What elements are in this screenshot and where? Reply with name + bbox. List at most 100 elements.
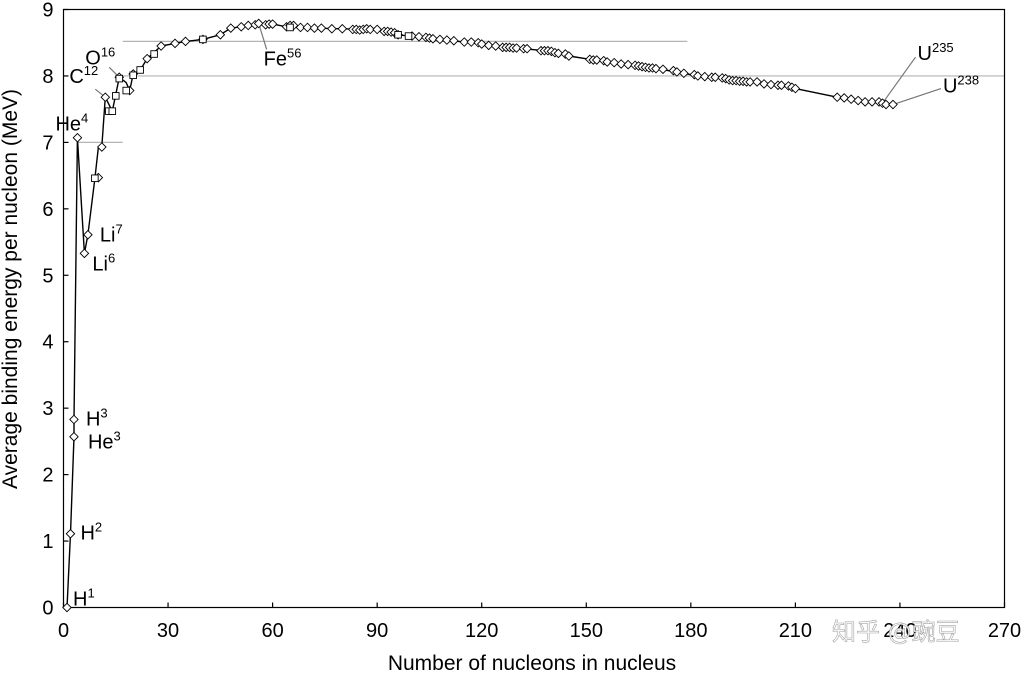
isotope-label-u235: U235 [918,40,954,65]
diamond-point [267,19,278,29]
x-axis-ticks: 0 30 60 90 120 150 180 210 240 270 [58,602,1021,642]
diamond-point [511,43,522,53]
isotope-symbol: H [73,589,87,611]
x-tick-label: 240 [883,620,916,642]
leader-line-u235 [882,56,917,104]
diamond-point [710,72,721,83]
isotope-mass-number: 12 [84,63,98,78]
isotope-label-h1: H1 [73,586,95,611]
diamond-point [327,23,337,34]
isotope-label-li6: Li6 [92,250,115,275]
diamond-point [860,97,870,107]
isotope-mass-number: 1 [87,586,94,601]
square-point [115,74,124,83]
diamond-point [483,40,494,51]
y-tick-label: 8 [42,66,53,88]
y-axis-ticks: 0 1 2 3 4 5 6 7 8 9 [42,0,69,620]
diamond-point [466,37,477,47]
diamond-point [69,414,79,425]
diamond-point [243,20,254,31]
isotope-mass-number: 56 [287,45,301,60]
square-point [404,32,413,40]
square-point [199,35,207,44]
isotope-symbol: He [55,114,81,136]
x-tick-label: 30 [157,620,179,642]
isotope-symbol: U [918,43,932,65]
diamond-point [414,31,424,42]
diamond-point [623,59,633,70]
diamond-point [62,602,72,613]
binding-energy-curve [66,22,894,608]
diamond-point [435,34,445,45]
isotope-symbol: C [69,66,83,88]
diamond-point [522,43,532,54]
isotope-mass-number: 3 [100,405,107,420]
diamond-point [309,23,320,33]
square-point [122,86,130,95]
watermark: 知乎 @豌豆 [832,618,960,646]
diamond-point [672,67,682,77]
isotope-symbol: H [80,523,94,545]
diamond-point [881,99,891,110]
diamond-point [658,64,668,75]
diamond-point [553,48,564,59]
diamond-point [752,77,762,87]
diamond-point [428,33,438,44]
diamond-point [372,24,383,35]
square-point [150,50,158,58]
diamond-point [853,95,863,106]
square-point [129,71,137,80]
diamond-point [839,93,850,103]
data-markers [62,18,898,613]
square-point [394,30,402,39]
isotope-label-he3: He3 [88,429,121,454]
y-tick-label: 0 [42,598,53,620]
diamond-point [602,57,613,67]
y-tick-label: 5 [42,265,53,287]
diamond-point [236,21,247,32]
isotope-label-o16: O16 [85,44,115,69]
diamond-point [253,18,264,29]
x-tick-label: 90 [366,620,388,642]
diamond-point [766,79,776,90]
y-tick-label: 9 [42,0,53,22]
diamond-point [776,80,787,91]
x-tick-label: 270 [988,620,1021,642]
diamond-point [888,99,898,110]
y-tick-label: 1 [42,531,53,553]
diamond-point [215,29,226,40]
diamond-point [449,35,459,46]
diamond-point [616,59,626,69]
diamond-point [832,92,843,103]
isotope-symbol: He [88,432,114,454]
leader-line-fe56 [258,23,268,50]
x-tick-label: 120 [465,620,498,642]
square-point [108,107,117,115]
square-point [286,23,294,32]
y-tick-label: 3 [42,398,53,420]
diamond-point [156,41,166,51]
diamond-point [476,39,487,49]
x-tick-label: 60 [261,620,283,642]
diamond-point [142,53,152,64]
diamond-point [651,63,661,74]
y-tick-label: 7 [42,132,53,154]
diamond-point [564,51,574,61]
diamond-point [225,23,236,33]
square-point [112,92,120,100]
y-tick-label: 2 [42,465,53,487]
square-point [91,174,99,183]
diamond-point [72,132,83,143]
diamond-point [790,83,801,94]
diamond-point [699,71,710,82]
diamond-point [170,38,180,49]
diamond-point [365,24,376,35]
isotope-mass-number: 4 [81,111,88,126]
diamond-point [745,77,755,87]
isotope-mass-number: 7 [115,222,122,237]
isotope-label-fe56: Fe56 [264,45,302,70]
diamond-point [846,94,856,105]
isotope-mass-number: 6 [108,250,115,265]
